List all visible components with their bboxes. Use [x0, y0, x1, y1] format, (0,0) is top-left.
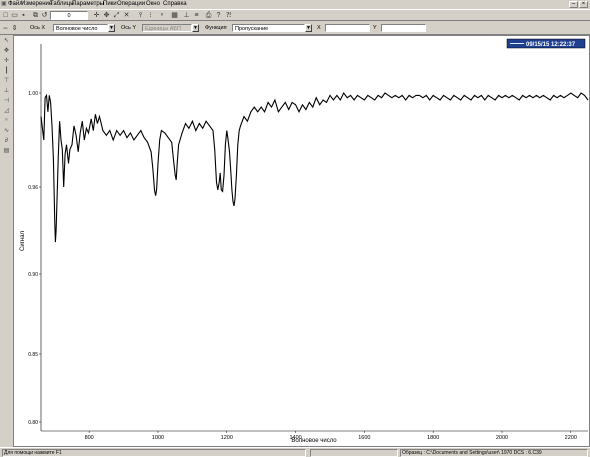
smooth-icon[interactable]: ∿: [3, 128, 10, 134]
zoom-in-icon[interactable]: ⤢: [113, 12, 120, 19]
window-controls: – ×: [568, 1, 588, 8]
undo-icon[interactable]: ↺: [41, 12, 48, 19]
close-icon[interactable]: ×: [579, 1, 588, 8]
y-value-label: Y: [373, 25, 377, 31]
x-ticks: 800 1000 1200 1400 1600 1800 2000 2200: [85, 431, 577, 441]
status-help-text: Для помощи нажмите F1: [2, 449, 306, 457]
fit-icon[interactable]: ⇔: [2, 25, 9, 32]
minimize-icon[interactable]: –: [569, 1, 578, 8]
menu-help[interactable]: Справка: [163, 1, 187, 7]
open-folder-icon[interactable]: ▭: [11, 12, 18, 19]
chevron-down-icon[interactable]: ▼: [305, 24, 312, 32]
print-icon[interactable]: ⎙: [205, 12, 212, 19]
save-icon[interactable]: ▪: [22, 12, 25, 19]
overlay-icon[interactable]: ≡: [194, 12, 199, 19]
x-tick-label: 2000: [496, 435, 508, 441]
x-value-field[interactable]: [325, 24, 370, 32]
y-tick-label: 0.80: [28, 420, 38, 426]
function-select[interactable]: Пропускание: [232, 24, 305, 32]
zoom-out-icon[interactable]: ✕: [123, 12, 130, 19]
reset-icon[interactable]: ⇕: [11, 25, 18, 32]
table-icon[interactable]: ▤: [3, 148, 10, 154]
spectrum-window: 800 1000 1200 1400 1600 1800 2000 2200 1.00 0.96…: [13, 35, 590, 447]
menu-parameters[interactable]: Параметры: [72, 1, 104, 7]
spectrum-chart[interactable]: 800 1000 1200 1400 1600 1800 2000 2200 1.00 0.96…: [14, 36, 589, 446]
y-tick-label: 1.00: [28, 91, 38, 97]
crosshair-icon[interactable]: ✛: [93, 12, 100, 19]
status-sample-path: Образец : C:\Documents and Settings\user…: [400, 449, 588, 457]
y-axis-title: Сигнал: [20, 230, 26, 251]
peak-icon[interactable]: ⫯: [138, 12, 143, 19]
app-menu-icon[interactable]: ▣: [1, 1, 7, 7]
legend-background: [506, 38, 586, 49]
grid-icon[interactable]: ▦: [171, 12, 178, 19]
x-tick-label: 1200: [221, 435, 233, 441]
y-ticks: 1.00 0.96 0.90 0.85 0.80: [28, 91, 41, 426]
y-tick-label: 0.96: [28, 185, 38, 191]
y-tick-label: 0.85: [28, 352, 38, 358]
legend-label: 09/15/15 12:22:37: [526, 42, 576, 48]
x-tick-label: 800: [85, 435, 94, 441]
legend-box[interactable]: 09/15/15 12:22:37: [506, 38, 586, 49]
menu-bar: ▣ Файл Измерение Таблицы Параметры Пики …: [0, 0, 590, 9]
new-file-icon[interactable]: □: [3, 12, 8, 19]
menu-operations[interactable]: Операции: [117, 1, 146, 7]
left-toolbar: ↖ ✥ ✛ ┃ ⊤ ⊥ ⊣ ◿ ⁿ ∿ ∂ ▤: [0, 35, 13, 447]
label-icon[interactable]: ⁿ: [5, 118, 8, 124]
x-value-label: X: [317, 25, 321, 31]
x-axis-label: Ось X: [30, 25, 46, 31]
x-tick-label: 1400: [289, 435, 301, 441]
vertical-marker-icon[interactable]: ┃: [4, 68, 9, 74]
y-axis-label: Ось Y: [121, 25, 137, 31]
menu-file[interactable]: Файл: [8, 1, 23, 7]
main-toolbar: □ ▭ ▪ ⧉ ↺ 0 ✛ ✥ ⤢ ✕ ⫯ ⁝ ⁿ ▦ ⊥ ≡ ⎙ ? ⁈: [0, 9, 590, 21]
area-icon[interactable]: ◿: [4, 108, 9, 114]
x-axis-select[interactable]: Волновое число: [53, 24, 108, 32]
chevron-down-icon[interactable]: ▼: [192, 24, 199, 32]
y-axis-select[interactable]: Единицы АБП: [142, 24, 192, 32]
menu-tables[interactable]: Таблицы: [50, 1, 75, 7]
cursor-icon[interactable]: ⁝: [149, 12, 152, 19]
menu-measurement[interactable]: Измерение: [21, 1, 53, 7]
context-help-icon[interactable]: ⁈: [225, 12, 232, 19]
y-tick-label: 0.90: [28, 272, 38, 278]
x-tick-label: 1800: [427, 435, 439, 441]
x-axis-title: Волновое число: [291, 438, 337, 444]
counter-field[interactable]: 0: [50, 11, 88, 20]
crosshair-icon[interactable]: ✛: [3, 58, 10, 64]
x-tick-label: 1000: [152, 435, 164, 441]
baseline-icon[interactable]: ⊥: [3, 88, 10, 94]
axis-toolbar: ⇔ ⇕ Ось X Волновое число ▼ Ось Y Единицы…: [0, 21, 590, 35]
menu-window[interactable]: Окно: [146, 1, 160, 7]
pointer-icon[interactable]: ↖: [3, 38, 10, 44]
chevron-down-icon[interactable]: ▼: [108, 24, 115, 32]
menu-peaks[interactable]: Пики: [103, 1, 117, 7]
status-bar: Для помощи нажмите F1 Образец : C:\Docum…: [0, 447, 590, 457]
x-tick-label: 1600: [358, 435, 370, 441]
function-label: Функция: [205, 25, 227, 31]
series-line-spectrum: [40, 91, 589, 243]
move-icon[interactable]: ✥: [103, 12, 110, 19]
copy-icon[interactable]: ⧉: [33, 12, 38, 19]
peak-pick-icon[interactable]: ⊤: [3, 78, 10, 84]
baseline-icon[interactable]: ⊥: [183, 12, 190, 19]
x-tick-label: 2200: [565, 435, 577, 441]
help-icon[interactable]: ?: [216, 12, 221, 19]
status-panel-empty: [310, 449, 398, 457]
scale-icon[interactable]: ⁿ: [160, 12, 164, 19]
derivative-icon[interactable]: ∂: [5, 138, 8, 144]
range-icon[interactable]: ⊣: [3, 98, 10, 104]
pan-icon[interactable]: ✥: [3, 48, 10, 54]
y-value-field[interactable]: [381, 24, 426, 32]
